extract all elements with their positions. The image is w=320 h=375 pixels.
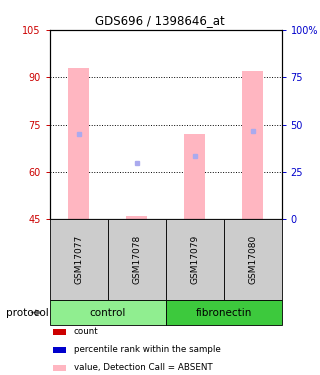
Bar [243, 71, 263, 219]
Text: count: count [74, 327, 98, 336]
Text: GSM17080: GSM17080 [248, 235, 257, 284]
Text: percentile rank within the sample: percentile rank within the sample [74, 345, 220, 354]
Text: GSM17077: GSM17077 [74, 235, 83, 284]
Bar [126, 216, 147, 219]
Bar [68, 68, 89, 219]
Text: protocol: protocol [6, 308, 49, 318]
Text: control: control [89, 308, 126, 318]
Text: GDS696 / 1398646_at: GDS696 / 1398646_at [95, 14, 225, 27]
Text: GSM17078: GSM17078 [132, 235, 141, 284]
Bar [184, 134, 205, 219]
Text: value, Detection Call = ABSENT: value, Detection Call = ABSENT [74, 363, 212, 372]
Text: fibronectin: fibronectin [196, 308, 252, 318]
Text: GSM17079: GSM17079 [190, 235, 199, 284]
